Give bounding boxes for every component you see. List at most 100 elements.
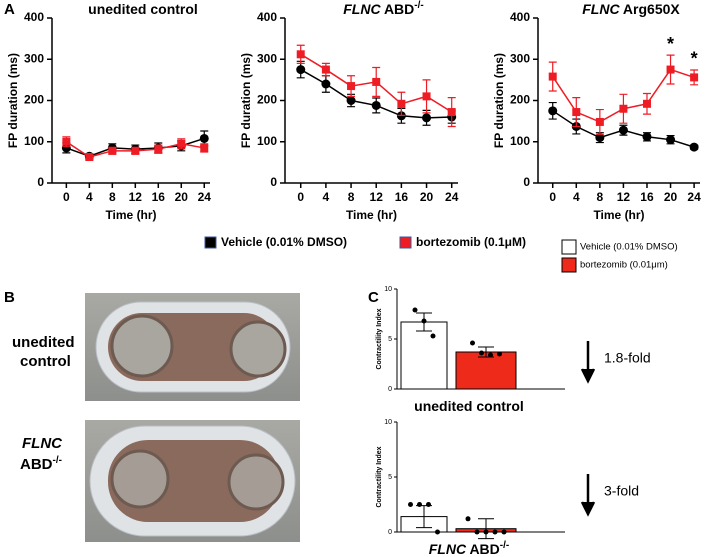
row-label: FLNC <box>22 435 63 452</box>
marker <box>548 72 557 81</box>
y-tick-label: 300 <box>24 51 44 65</box>
marker <box>666 135 676 145</box>
y-axis-label: FP duration (ms) <box>492 53 506 148</box>
arrow <box>580 341 596 384</box>
y-tick-label: 5 <box>388 474 392 481</box>
legend-label: Vehicle (0.01% DMSO) <box>221 235 347 249</box>
marker <box>642 132 652 142</box>
marker <box>108 146 117 155</box>
panel-label: A <box>4 1 15 18</box>
marker <box>666 65 675 74</box>
marker <box>572 108 581 117</box>
chart-title: FLNC Arg650X <box>582 1 680 17</box>
panel-label: C <box>368 289 379 306</box>
title-part: FLNC <box>343 1 381 17</box>
x-tick-label: 8 <box>597 190 604 204</box>
row-label: unedited <box>12 334 75 351</box>
marker <box>296 65 306 75</box>
y-tick-label: 5 <box>388 336 392 343</box>
y-tick-label: 100 <box>257 134 277 148</box>
y-axis-label: FP duration (ms) <box>239 53 253 148</box>
marker <box>321 65 330 74</box>
y-tick-label: 0 <box>388 386 392 393</box>
data-point <box>417 502 422 507</box>
y-tick-label: 10 <box>384 419 392 426</box>
bar <box>455 351 517 390</box>
y-axis-label: FP duration (ms) <box>6 53 20 148</box>
marker <box>177 139 186 148</box>
title-part: unedited control <box>414 398 524 414</box>
data-point <box>492 529 498 535</box>
y-tick-label: 400 <box>257 10 277 24</box>
title-part: unedited control <box>88 1 198 17</box>
x-tick-label: 16 <box>395 190 409 204</box>
x-tick-label: 4 <box>323 190 330 204</box>
x-tick-label: 4 <box>86 190 93 204</box>
annotation: 3-fold <box>604 483 639 499</box>
chart-title: FLNC ABD-/- <box>343 0 423 17</box>
x-tick-label: 4 <box>573 190 580 204</box>
x-axis-label: Time (hr) <box>593 208 644 222</box>
marker <box>642 99 651 108</box>
y-tick-label: 100 <box>510 134 530 148</box>
x-tick-label: 16 <box>640 190 654 204</box>
chart-title: unedited control <box>414 398 524 414</box>
title-part: Arg650X <box>620 1 681 17</box>
data-point <box>412 307 418 313</box>
legend-swatch <box>204 236 217 249</box>
y-axis-label: Contractility Index <box>376 308 383 369</box>
marker <box>321 79 331 89</box>
x-tick-label: 0 <box>549 190 556 204</box>
title-part: ABD <box>381 1 415 17</box>
y-axis-label: Contractility Index <box>376 446 383 507</box>
x-tick-label: 20 <box>420 190 434 204</box>
title-part: FLNC <box>429 541 467 557</box>
bar <box>400 321 448 390</box>
x-tick-label: 8 <box>109 190 116 204</box>
marker <box>548 106 558 116</box>
legend-label: bortezomib (0.01μm) <box>580 260 668 271</box>
row-label: ABD-/- <box>20 455 62 473</box>
marker <box>131 146 140 155</box>
data-point <box>488 352 493 358</box>
x-tick-label: 12 <box>370 190 384 204</box>
data-point <box>497 351 502 357</box>
y-tick-label: 0 <box>270 175 277 189</box>
y-tick-label: 0 <box>388 529 392 536</box>
marker <box>618 125 628 135</box>
y-tick-label: 200 <box>24 93 44 107</box>
x-tick-label: 0 <box>297 190 304 204</box>
marker <box>200 143 209 152</box>
data-point <box>421 318 427 324</box>
marker <box>346 96 356 105</box>
marker <box>422 92 431 101</box>
title-part: FLNC <box>582 1 620 17</box>
x-tick-label: 20 <box>664 190 678 204</box>
x-tick-label: 20 <box>175 190 189 204</box>
y-tick-label: 400 <box>24 10 44 24</box>
marker <box>397 99 406 108</box>
legend-swatch <box>561 257 577 273</box>
x-tick-label: 16 <box>152 190 166 204</box>
title-part: -/- <box>500 540 509 551</box>
y-tick-label: 0 <box>37 175 44 189</box>
title-part: -/- <box>414 0 423 11</box>
data-point <box>474 529 480 535</box>
data-point <box>470 340 475 346</box>
marker <box>154 145 163 154</box>
x-tick-label: 8 <box>348 190 355 204</box>
arrow <box>580 474 596 517</box>
marker <box>372 77 381 86</box>
marker <box>85 153 94 162</box>
x-tick-label: 24 <box>687 190 701 204</box>
error-bar <box>478 518 494 540</box>
x-axis-label: Time (hr) <box>105 208 156 222</box>
data-point <box>465 516 471 522</box>
data-point <box>408 502 413 507</box>
y-tick-label: 100 <box>24 134 44 148</box>
marker <box>347 82 356 91</box>
legend-swatch <box>561 239 577 255</box>
annotation: * <box>691 49 698 69</box>
marker <box>689 142 699 152</box>
